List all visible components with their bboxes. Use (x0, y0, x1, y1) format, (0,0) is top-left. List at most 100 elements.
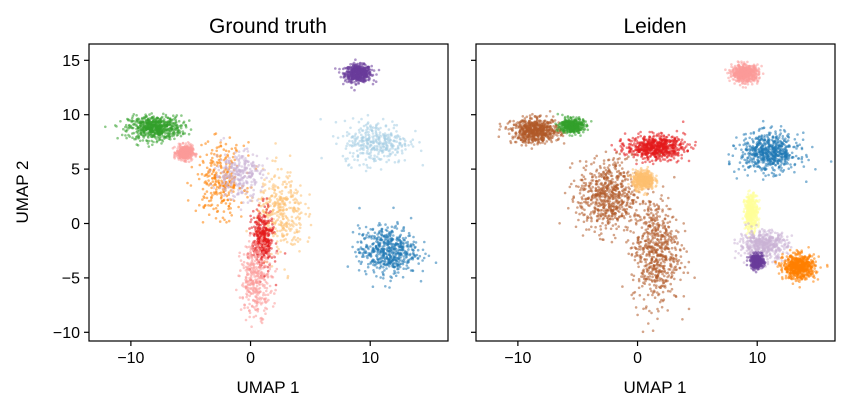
y-tick-label: −5 (62, 270, 80, 287)
scatter-point (201, 187, 205, 191)
scatter-point (270, 219, 273, 222)
scatter-point (274, 242, 278, 245)
scatter-point (259, 227, 262, 230)
scatter-point (346, 66, 350, 69)
scatter-point (388, 139, 392, 142)
scatter-point (746, 64, 750, 68)
scatter-point (273, 188, 276, 192)
scatter-point (285, 208, 288, 211)
scatter-point (253, 183, 257, 186)
scatter-point (253, 268, 257, 272)
scatter-point (182, 120, 186, 124)
scatter-point (396, 239, 399, 242)
scatter-point (270, 194, 274, 198)
scatter-point (384, 252, 388, 255)
scatter-point (411, 243, 415, 246)
scatter-point (304, 212, 308, 216)
scatter-point (375, 275, 378, 278)
scatter-point (339, 75, 343, 79)
scatter-point (347, 132, 351, 136)
scatter-point (274, 283, 278, 287)
scatter-point (401, 137, 405, 140)
scatter-point (261, 273, 265, 277)
scatter-point (729, 75, 733, 79)
scatter-point (211, 194, 214, 197)
scatter-point (130, 119, 133, 123)
scatter-point (351, 62, 354, 66)
scatter-point (404, 148, 407, 151)
scatter-point (201, 198, 204, 201)
scatter-point (219, 144, 223, 148)
scatter-point (232, 167, 236, 170)
scatter-point (155, 129, 159, 132)
scatter-point (345, 144, 348, 148)
scatter-point (379, 168, 383, 171)
cluster (171, 141, 198, 164)
scatter-point (504, 127, 507, 130)
scatter-point (270, 177, 274, 181)
scatter-point (739, 76, 743, 79)
scatter-point (256, 269, 260, 273)
scatter-point (227, 159, 231, 163)
scatter-point (133, 137, 136, 141)
scatter-point (248, 311, 252, 315)
scatter-point (252, 266, 256, 269)
scatter-point (294, 197, 297, 201)
scatter-point (148, 126, 152, 130)
scatter-point (320, 156, 323, 160)
scatter-point (733, 64, 737, 68)
scatter-point (252, 298, 255, 302)
scatter-point (358, 227, 361, 230)
scatter-point (290, 180, 293, 183)
scatter-point (122, 127, 125, 131)
scatter-point (219, 141, 222, 144)
scatter-point (114, 124, 117, 127)
scatter-point (388, 264, 391, 268)
scatter-point (752, 78, 755, 82)
scatter-point (136, 144, 140, 147)
scatter-point (209, 164, 213, 167)
scatter-point (233, 155, 237, 158)
scatter-point (151, 130, 155, 133)
scatter-point (239, 183, 243, 186)
scatter-point (384, 228, 388, 232)
scatter-point (730, 63, 733, 66)
scatter-point (416, 257, 420, 260)
scatter-point (289, 185, 292, 188)
scatter-point (293, 242, 296, 246)
scatter-point (218, 192, 221, 195)
scatter-point (276, 185, 280, 189)
scatter-point (394, 153, 397, 157)
scatter-point (364, 64, 367, 67)
scatter-point (239, 259, 243, 262)
scatter-point (250, 172, 254, 176)
scatter-point (744, 82, 747, 85)
scatter-point (377, 136, 381, 139)
cluster (208, 136, 269, 211)
scatter-point (552, 125, 555, 128)
scatter-point (259, 243, 262, 247)
scatter-point (380, 233, 383, 236)
scatter-point (357, 120, 361, 124)
scatter-point (354, 250, 357, 254)
scatter-point (170, 127, 174, 131)
scatter-point (364, 272, 368, 276)
scatter-point (143, 133, 147, 136)
scatter-point (228, 197, 231, 201)
scatter-point (361, 72, 365, 75)
scatter-point (216, 180, 220, 184)
scatter-point (405, 255, 408, 258)
scatter-point (412, 240, 416, 244)
scatter-point (238, 161, 241, 164)
scatter-point (212, 186, 216, 190)
scatter-point (281, 183, 285, 186)
scatter-point (264, 229, 268, 233)
scatter-point (393, 123, 396, 127)
scatter-point (255, 168, 258, 172)
scatter-point (246, 293, 249, 297)
scatter-point (209, 191, 213, 195)
scatter-point (174, 127, 178, 131)
scatter-point (400, 259, 403, 263)
scatter-point (359, 79, 363, 82)
scatter-point (210, 196, 213, 200)
